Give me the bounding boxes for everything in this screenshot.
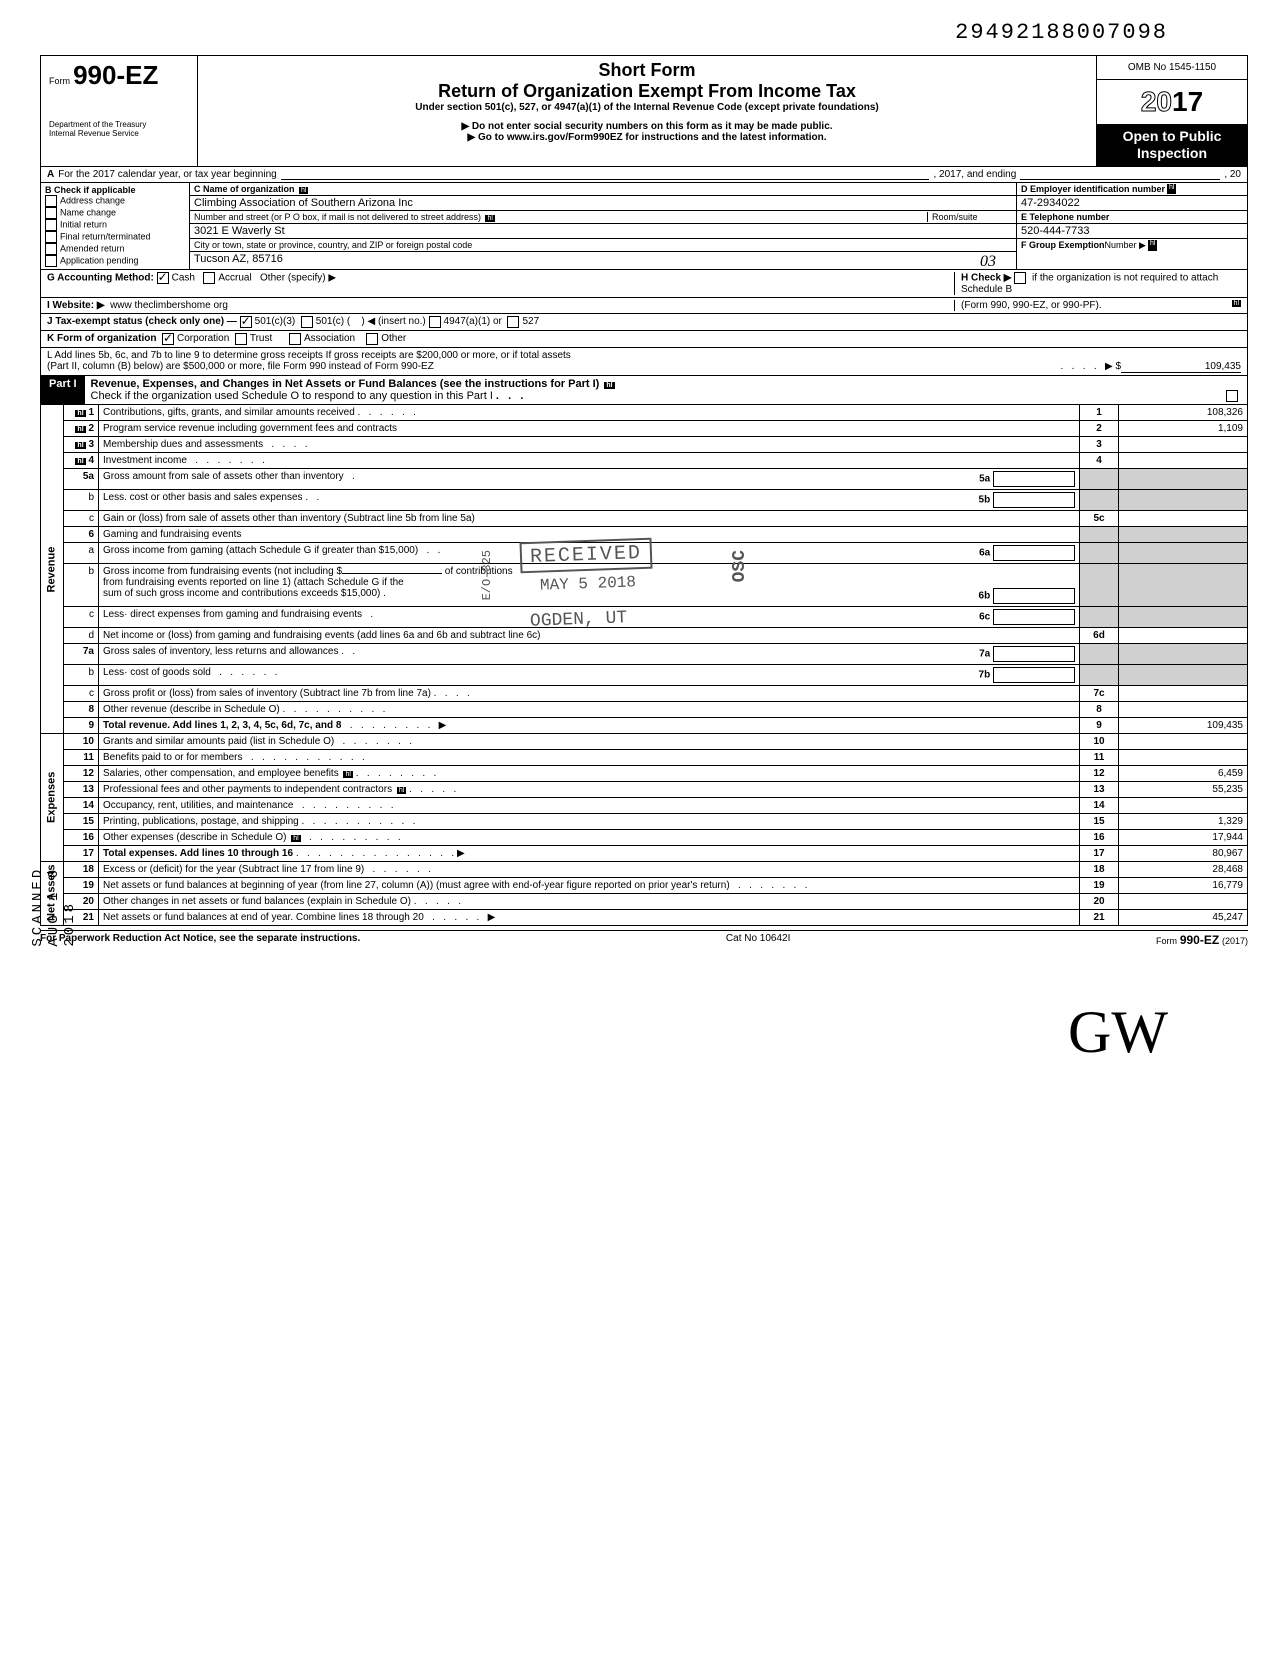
- short-form-title: Short Form: [206, 60, 1088, 81]
- section-bcdef: B Check if applicable Address change Nam…: [40, 183, 1248, 270]
- city-state-zip: Tucson AZ, 85716: [194, 253, 283, 265]
- cb-other-org[interactable]: [366, 333, 378, 345]
- row-i: I Website: ▶ www theclimbershome org (Fo…: [40, 298, 1248, 314]
- form-number: 990-EZ: [73, 60, 158, 90]
- document-locator-number: 29492188007098: [40, 20, 1168, 45]
- street-address: 3021 E Waverly St: [190, 224, 1016, 239]
- line17-total-expenses: 80,967: [1119, 845, 1248, 861]
- b-label: B Check if applicable: [45, 185, 185, 195]
- cb-sched-o-part1[interactable]: [1226, 390, 1238, 402]
- cb-amended[interactable]: [45, 243, 57, 255]
- phone: 520-444-7733: [1017, 224, 1247, 239]
- website: www theclimbershome org: [110, 300, 228, 311]
- line18-amount: 28,468: [1119, 861, 1248, 877]
- ein: 47-2934022: [1017, 196, 1247, 211]
- line19-amount: 16,779: [1119, 877, 1248, 893]
- irs-label: Internal Revenue Service: [49, 130, 189, 139]
- cb-corp[interactable]: [162, 333, 174, 345]
- cb-assoc[interactable]: [289, 333, 301, 345]
- signature-initials: GW: [1068, 998, 1168, 1067]
- open-public-badge: Open to Public Inspection: [1097, 124, 1247, 166]
- cb-sched-b[interactable]: [1014, 272, 1026, 284]
- ssn-warning: ▶ Do not enter social security numbers o…: [206, 121, 1088, 132]
- line1-amount: 108,326: [1119, 405, 1248, 421]
- part1-table: Revenue hl 1 Contributions, gifts, grant…: [40, 405, 1248, 926]
- cb-name-change[interactable]: [45, 207, 57, 219]
- side-netassets: Net Assets: [41, 861, 64, 925]
- instructions-url: ▶ Go to www.irs.gov/Form990EZ for instru…: [206, 132, 1088, 143]
- line13-amount: 55,235: [1119, 781, 1248, 797]
- footer: For Paperwork Reduction Act Notice, see …: [40, 930, 1248, 947]
- return-title: Return of Organization Exempt From Incom…: [206, 81, 1088, 102]
- omb-number: OMB No 1545-1150: [1097, 56, 1247, 80]
- side-revenue: Revenue: [41, 405, 64, 734]
- cb-501c[interactable]: [301, 316, 313, 328]
- form-header: Form 990-EZ Department of the Treasury I…: [40, 55, 1248, 167]
- gross-receipts: 109,435: [1121, 361, 1241, 373]
- under-section: Under section 501(c), 527, or 4947(a)(1)…: [206, 102, 1088, 113]
- line12-amount: 6,459: [1119, 765, 1248, 781]
- cb-accrual[interactable]: [203, 272, 215, 284]
- tax-year: 2017: [1097, 80, 1247, 124]
- row-g: G Accounting Method: Cash Accrual Other …: [40, 270, 1248, 298]
- row-l: L Add lines 5b, 6c, and 7b to line 9 to …: [40, 348, 1248, 376]
- handwritten-note: 03: [980, 253, 996, 271]
- side-expenses: Expenses: [41, 733, 64, 861]
- cb-cash[interactable]: [157, 272, 169, 284]
- form-prefix: Form: [49, 76, 70, 86]
- cb-final-return[interactable]: [45, 231, 57, 243]
- org-name: Climbing Association of Southern Arizona…: [190, 196, 1016, 211]
- line2-amount: 1,109: [1119, 420, 1248, 436]
- cb-527[interactable]: [507, 316, 519, 328]
- row-j: J Tax-exempt status (check only one) — 5…: [40, 314, 1248, 331]
- line15-amount: 1,329: [1119, 813, 1248, 829]
- line16-amount: 17,944: [1119, 829, 1248, 845]
- row-k: K Form of organization Corporation Trust…: [40, 331, 1248, 348]
- cb-501c3[interactable]: [240, 316, 252, 328]
- row-a: A For the 2017 calendar year, or tax yea…: [40, 167, 1248, 183]
- cb-4947[interactable]: [429, 316, 441, 328]
- cb-initial-return[interactable]: [45, 219, 57, 231]
- cb-address-change[interactable]: [45, 195, 57, 207]
- cb-app-pending[interactable]: [45, 255, 57, 267]
- line21-amount: 45,247: [1119, 909, 1248, 925]
- part1-header: Part I Revenue, Expenses, and Changes in…: [40, 376, 1248, 405]
- line9-total-revenue: 109,435: [1119, 717, 1248, 733]
- cb-trust[interactable]: [235, 333, 247, 345]
